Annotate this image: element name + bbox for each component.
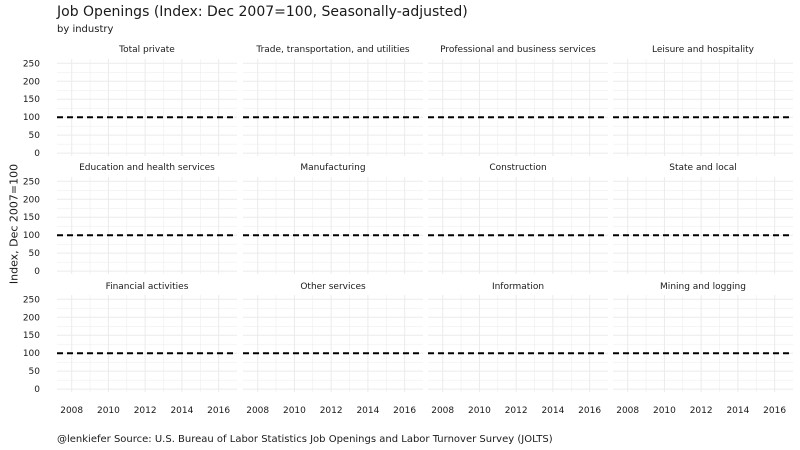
- facet-label: Professional and business services: [440, 45, 596, 55]
- facet-label: Total private: [118, 45, 175, 55]
- x-tick-label: 2014: [356, 406, 379, 416]
- y-tick-label: 200: [23, 77, 40, 87]
- x-tick-label: 2012: [134, 406, 157, 416]
- x-tick-label: 2008: [60, 406, 83, 416]
- x-tick-label: 2008: [246, 406, 269, 416]
- y-tick-label: 150: [23, 331, 40, 341]
- y-tick-label: 50: [29, 131, 41, 141]
- facet-label: Trade, transportation, and utilities: [255, 45, 410, 55]
- y-tick-label: 150: [23, 95, 40, 105]
- x-tick-label: 2014: [170, 406, 193, 416]
- y-tick-label: 250: [23, 59, 40, 69]
- facet-panel: Trade, transportation, and utilities: [243, 45, 423, 156]
- facet-panel: Financial activities 0 50 100 150 200 250 2008 2…: [23, 282, 237, 416]
- facet-label: Mining and logging: [660, 282, 746, 292]
- x-tick-label: 2012: [320, 406, 343, 416]
- facet-label: Education and health services: [79, 163, 215, 173]
- facet-panel: Total private 0 50 100 150 200 250: [23, 45, 237, 159]
- y-tick-label: 0: [34, 385, 40, 395]
- x-tick-label: 2016: [207, 406, 230, 416]
- facet-panel: Other services 2008 2010 2012 2014 2016: [243, 282, 423, 416]
- facet-label: Manufacturing: [300, 163, 365, 173]
- y-tick-label: 50: [29, 249, 41, 259]
- y-tick-label: 250: [23, 295, 40, 305]
- y-tick-label: 100: [23, 231, 40, 241]
- y-tick-label: 200: [23, 195, 40, 205]
- y-tick-label: 100: [23, 113, 40, 123]
- facet-panel: Leisure and hospitality: [613, 45, 793, 156]
- chart-subtitle: by industry: [57, 24, 114, 35]
- facet-panel: Construction: [428, 163, 608, 274]
- y-tick-label: 0: [34, 149, 40, 159]
- facet-panel: Professional and business services: [428, 45, 608, 156]
- x-tick-label: 2012: [690, 406, 713, 416]
- facet-label: Financial activities: [106, 282, 189, 292]
- facet-label: State and local: [669, 163, 736, 173]
- x-tick-label: 2010: [653, 406, 676, 416]
- x-tick-label: 2010: [468, 406, 491, 416]
- x-tick-label: 2016: [578, 406, 601, 416]
- facet-panel: State and local: [613, 163, 793, 274]
- facet-panel: Education and health services 0 50 100 150 20…: [23, 163, 237, 277]
- y-tick-label: 150: [23, 213, 40, 223]
- x-tick-label: 2010: [97, 406, 120, 416]
- x-tick-label: 2010: [283, 406, 306, 416]
- chart-caption: @lenkiefer Source: U.S. Bureau of Labor …: [57, 434, 553, 445]
- facet-panel: Mining and logging 2008 2010 2012 2014 2016: [613, 282, 793, 416]
- x-tick-label: 2016: [763, 406, 786, 416]
- x-tick-label: 2008: [616, 406, 639, 416]
- facet-label: Information: [492, 282, 544, 292]
- x-tick-label: 2014: [541, 406, 564, 416]
- x-tick-label: 2008: [431, 406, 454, 416]
- facet-label: Construction: [489, 163, 546, 173]
- y-tick-label: 200: [23, 313, 40, 323]
- x-tick-label: 2016: [393, 406, 416, 416]
- x-tick-label: 2014: [726, 406, 749, 416]
- facet-label: Leisure and hospitality: [652, 45, 755, 55]
- y-tick-label: 250: [23, 177, 40, 187]
- y-tick-label: 50: [29, 367, 41, 377]
- x-tick-label: 2012: [505, 406, 528, 416]
- facet-panel: Information 2008 2010 2012 2014 2016: [428, 282, 608, 416]
- facet-label: Other services: [300, 282, 366, 292]
- facet-panel: Manufacturing: [243, 163, 423, 274]
- chart-title: Job Openings (Index: Dec 2007=100, Seaso…: [57, 4, 468, 20]
- y-tick-label: 100: [23, 349, 40, 359]
- y-tick-label: 0: [34, 267, 40, 277]
